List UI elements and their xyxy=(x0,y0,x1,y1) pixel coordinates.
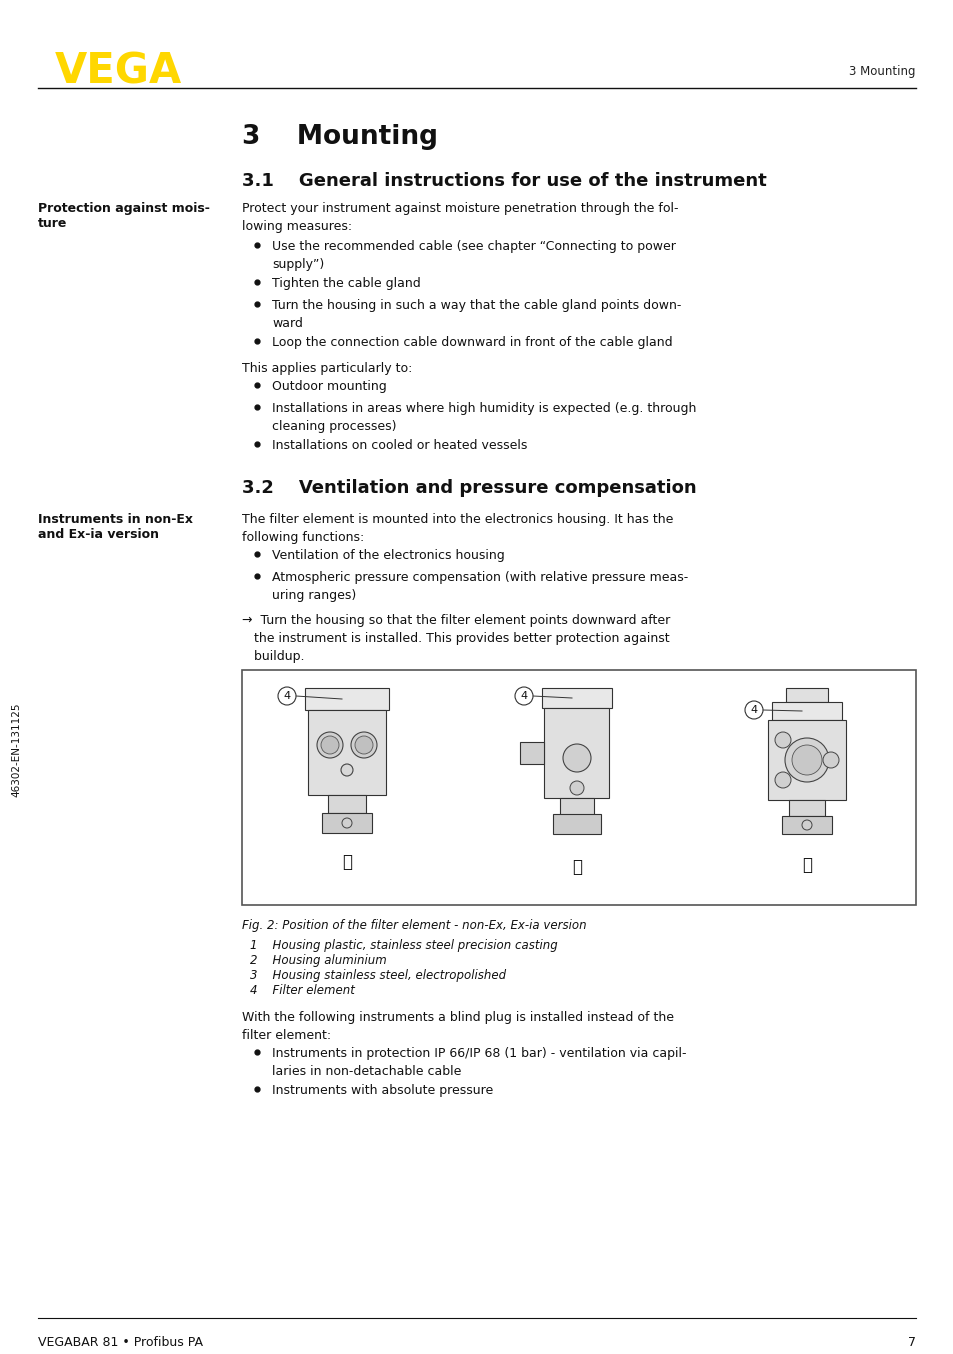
Text: Installations on cooled or heated vessels: Installations on cooled or heated vessel… xyxy=(272,439,527,452)
Circle shape xyxy=(351,733,376,758)
Text: Atmospheric pressure compensation (with relative pressure meas-
uring ranges): Atmospheric pressure compensation (with … xyxy=(272,571,687,603)
Bar xyxy=(788,800,824,816)
Bar xyxy=(771,701,841,720)
Bar xyxy=(308,709,386,795)
Text: Use the recommended cable (see chapter “Connecting to power
supply”): Use the recommended cable (see chapter “… xyxy=(272,240,675,271)
Text: 4    Filter element: 4 Filter element xyxy=(250,984,355,997)
Circle shape xyxy=(316,733,343,758)
Text: 3.2    Ventilation and pressure compensation: 3.2 Ventilation and pressure compensatio… xyxy=(242,479,696,497)
Text: 3 Mounting: 3 Mounting xyxy=(848,65,915,79)
Text: →  Turn the housing so that the filter element points downward after
   the inst: → Turn the housing so that the filter el… xyxy=(242,613,670,663)
Circle shape xyxy=(822,751,838,768)
Text: Ventilation of the electronics housing: Ventilation of the electronics housing xyxy=(272,548,504,562)
Text: ⓠ: ⓠ xyxy=(341,853,352,871)
Bar xyxy=(553,814,600,834)
Circle shape xyxy=(515,686,533,705)
Bar xyxy=(328,795,366,812)
Text: ⓡ: ⓡ xyxy=(572,858,581,876)
Text: 2    Housing aluminium: 2 Housing aluminium xyxy=(250,955,386,967)
Circle shape xyxy=(569,781,583,795)
Bar xyxy=(322,812,372,833)
Text: 3.1    General instructions for use of the instrument: 3.1 General instructions for use of the … xyxy=(242,172,766,190)
Bar xyxy=(559,798,594,816)
Circle shape xyxy=(784,738,828,783)
Circle shape xyxy=(355,737,373,754)
Bar xyxy=(242,670,915,904)
Text: VEGABAR 81 • Profibus PA: VEGABAR 81 • Profibus PA xyxy=(38,1336,203,1349)
Circle shape xyxy=(791,745,821,774)
Text: With the following instruments a blind plug is installed instead of the
filter e: With the following instruments a blind p… xyxy=(242,1011,673,1043)
Circle shape xyxy=(774,733,790,747)
Circle shape xyxy=(801,821,811,830)
Bar xyxy=(781,816,831,834)
Text: 4: 4 xyxy=(750,705,757,715)
Text: Installations in areas where high humidity is expected (e.g. through
cleaning pr: Installations in areas where high humidi… xyxy=(272,402,696,433)
Bar xyxy=(520,742,544,764)
Circle shape xyxy=(341,818,352,829)
Text: 3    Housing stainless steel, electropolished: 3 Housing stainless steel, electropolish… xyxy=(250,969,506,982)
Bar xyxy=(785,688,827,701)
Text: Outdoor mounting: Outdoor mounting xyxy=(272,380,386,393)
Circle shape xyxy=(774,772,790,788)
Text: 1    Housing plastic, stainless steel precision casting: 1 Housing plastic, stainless steel preci… xyxy=(250,940,558,952)
Bar xyxy=(541,688,612,708)
Text: The filter element is mounted into the electronics housing. It has the
following: The filter element is mounted into the e… xyxy=(242,513,673,544)
Text: Turn the housing in such a way that the cable gland points down-
ward: Turn the housing in such a way that the … xyxy=(272,299,680,330)
Text: Protect your instrument against moisture penetration through the fol-
lowing mea: Protect your instrument against moisture… xyxy=(242,202,678,233)
Text: This applies particularly to:: This applies particularly to: xyxy=(242,362,412,375)
Text: Protection against mois-
ture: Protection against mois- ture xyxy=(38,202,210,230)
Text: 7: 7 xyxy=(907,1336,915,1349)
Bar xyxy=(767,720,845,800)
Circle shape xyxy=(744,701,762,719)
Circle shape xyxy=(340,764,353,776)
Circle shape xyxy=(320,737,338,754)
Bar xyxy=(544,708,609,798)
Text: Tighten the cable gland: Tighten the cable gland xyxy=(272,278,420,290)
Circle shape xyxy=(277,686,295,705)
Text: Instruments in protection IP 66/IP 68 (1 bar) - ventilation via capil-
laries in: Instruments in protection IP 66/IP 68 (1… xyxy=(272,1047,686,1078)
Text: ⓢ: ⓢ xyxy=(801,856,811,873)
Bar xyxy=(305,688,389,709)
Text: Fig. 2: Position of the filter element - non-Ex, Ex-ia version: Fig. 2: Position of the filter element -… xyxy=(242,919,586,932)
Text: VEGA: VEGA xyxy=(55,51,182,93)
Circle shape xyxy=(562,743,590,772)
Text: Instruments in non-Ex
and Ex-ia version: Instruments in non-Ex and Ex-ia version xyxy=(38,513,193,542)
Text: 46302-EN-131125: 46302-EN-131125 xyxy=(11,703,21,798)
Text: 4: 4 xyxy=(283,691,291,701)
Text: 3    Mounting: 3 Mounting xyxy=(242,125,437,150)
Text: Instruments with absolute pressure: Instruments with absolute pressure xyxy=(272,1085,493,1097)
Text: Loop the connection cable downward in front of the cable gland: Loop the connection cable downward in fr… xyxy=(272,336,672,349)
Text: 4: 4 xyxy=(520,691,527,701)
